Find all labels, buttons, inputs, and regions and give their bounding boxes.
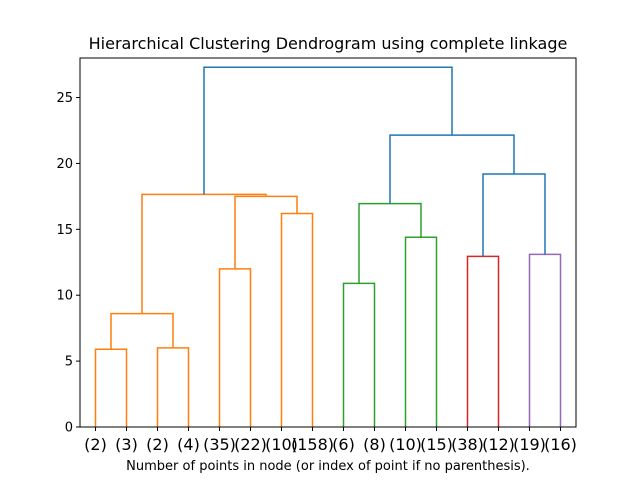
y-axis: 0 5 10 15 20 25	[56, 91, 80, 436]
leaf-label-2: (2)	[146, 435, 169, 454]
y-tick-label-3: 15	[56, 223, 73, 238]
dendrogram-link-3	[280, 212, 314, 427]
leaf-label-9: (8)	[363, 435, 386, 454]
dendrogram-link-10	[141, 193, 267, 314]
dendrogram-link-13	[389, 134, 515, 204]
leaf-label-13: (12)	[482, 435, 515, 454]
dendrogram-links	[94, 66, 562, 427]
y-tick-label-0: 0	[65, 421, 73, 436]
y-tick-label-4: 20	[56, 157, 73, 172]
leaf-label-4: (35)	[203, 435, 236, 454]
dendrogram-link-5	[404, 236, 438, 427]
leaf-label-3: (4)	[177, 435, 200, 454]
leaf-label-15: (16)	[544, 435, 577, 454]
leaf-label-7: (158)	[291, 435, 334, 454]
dendrogram-link-0	[94, 348, 128, 427]
leaf-label-10: (10)	[389, 435, 422, 454]
leaf-label-12: (38)	[451, 435, 484, 454]
y-tick-label-1: 5	[65, 355, 73, 370]
x-axis-label: Number of points in node (or index of po…	[126, 459, 530, 474]
plot-frame	[79, 57, 577, 428]
y-tick-label-5: 25	[56, 91, 73, 106]
dendrogram-link-9	[234, 195, 298, 269]
x-axis: (2) (3) (2) (4) (35)(22)(10)(158)(6) (8) (10)(…	[84, 427, 577, 454]
dendrogram-link-1	[156, 347, 190, 427]
dendrogram-link-14	[203, 66, 453, 195]
dendrogram-link-7	[528, 253, 562, 427]
dendrogram-link-4	[342, 282, 376, 427]
leaf-label-6: (10)	[265, 435, 298, 454]
leaf-label-8: (6)	[332, 435, 355, 454]
dendrogram-link-11	[358, 202, 422, 284]
chart-title: Hierarchical Clustering Dendrogram using…	[89, 34, 568, 53]
dendrogram-link-12	[482, 173, 546, 257]
leaf-label-11: (15)	[420, 435, 453, 454]
dendrogram-link-8	[110, 312, 174, 350]
y-tick-label-2: 10	[56, 289, 73, 304]
dendrogram-link-2	[218, 268, 252, 427]
leaf-label-5: (22)	[234, 435, 267, 454]
dendrogram-link-6	[466, 255, 500, 427]
leaf-label-0: (2)	[84, 435, 107, 454]
leaf-label-1: (3)	[115, 435, 138, 454]
leaf-label-14: (19)	[513, 435, 546, 454]
